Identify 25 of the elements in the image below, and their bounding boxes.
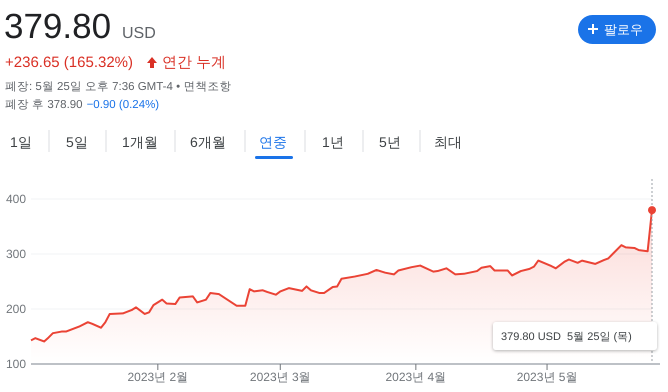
text: 1개월 [122,134,158,150]
x-tick-label: 2023년 5월 [516,370,578,384]
text: +236.65 (165.32%) [5,54,134,71]
text: 5년 [379,134,401,150]
text: 5일 [66,134,88,150]
annotation: 379.80 USD 5월 25일 (목) [501,331,632,343]
text: 팔로우 [604,22,643,37]
y-tick-label: 100 [6,357,26,371]
text: 연중 [259,134,287,150]
x-tick-label: 2023년 3월 [250,370,311,384]
text: 연간 누계 [162,54,226,71]
y-tick-label: 400 [6,192,26,206]
text: 1일 [10,134,32,150]
x-tick-label: 2023년 2월 [127,370,188,384]
text: 최대 [434,134,462,150]
y-tick-label: 200 [6,302,26,316]
chart-subtitle: USD [122,25,156,42]
text: −0.90 (0.24%) [86,99,160,111]
text: 6개월 [190,134,226,150]
text: 폐장: 5월 25일 오후 7:36 GMT-4 • 면책조항 [5,81,232,93]
text: 1년 [322,134,344,150]
y-tick-label: 300 [6,247,26,261]
chart-title: 379.80 [4,7,112,46]
text: 폐장 후 378.90 [5,99,83,111]
x-tick-label: 2023년 4월 [385,370,446,384]
